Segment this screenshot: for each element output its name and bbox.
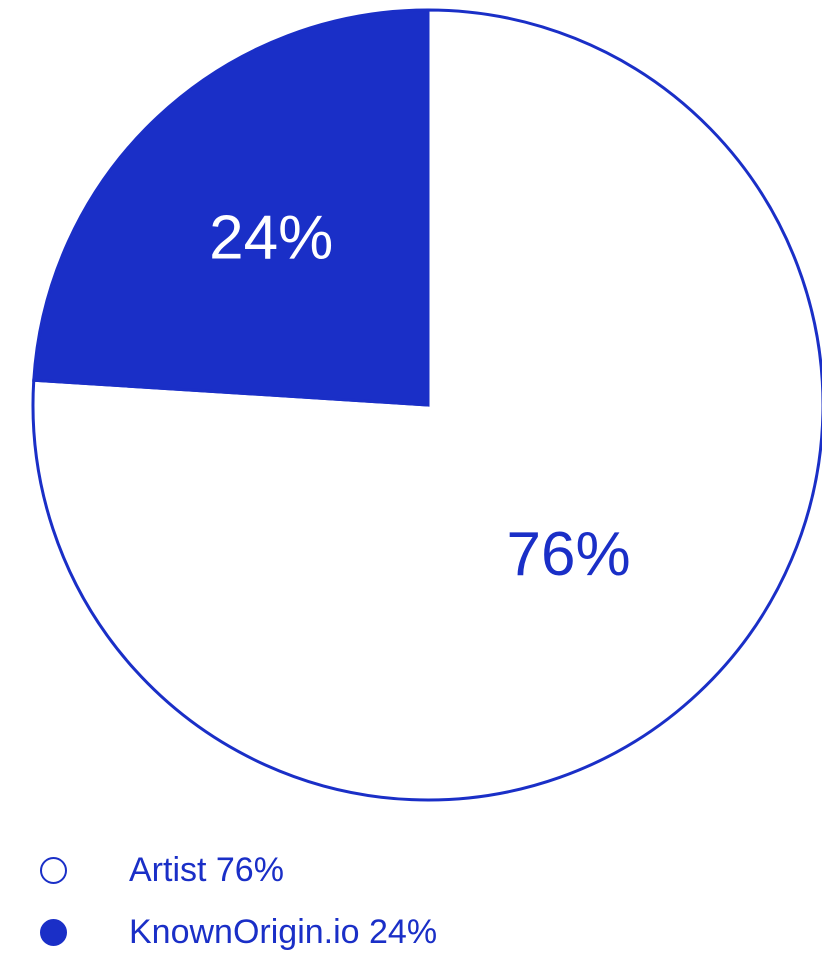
slice-label-knownorigin-io: 24% [209, 203, 333, 272]
legend-label-artist: Artist 76% [129, 850, 284, 889]
chart-legend: Artist 76% KnownOrigin.io 24% [40, 850, 437, 974]
legend-item-artist: Artist 76% [40, 850, 437, 890]
legend-swatch-knownorigin [40, 918, 67, 946]
legend-label-knownorigin: KnownOrigin.io 24% [129, 912, 438, 951]
legend-swatch-artist [40, 856, 67, 884]
slice-label-artist: 76% [507, 520, 631, 589]
legend-item-knownorigin: KnownOrigin.io 24% [40, 912, 437, 952]
pie-slice-knownorigin-io [32, 8, 430, 407]
pie-chart: 76% 24% [31, 8, 822, 802]
